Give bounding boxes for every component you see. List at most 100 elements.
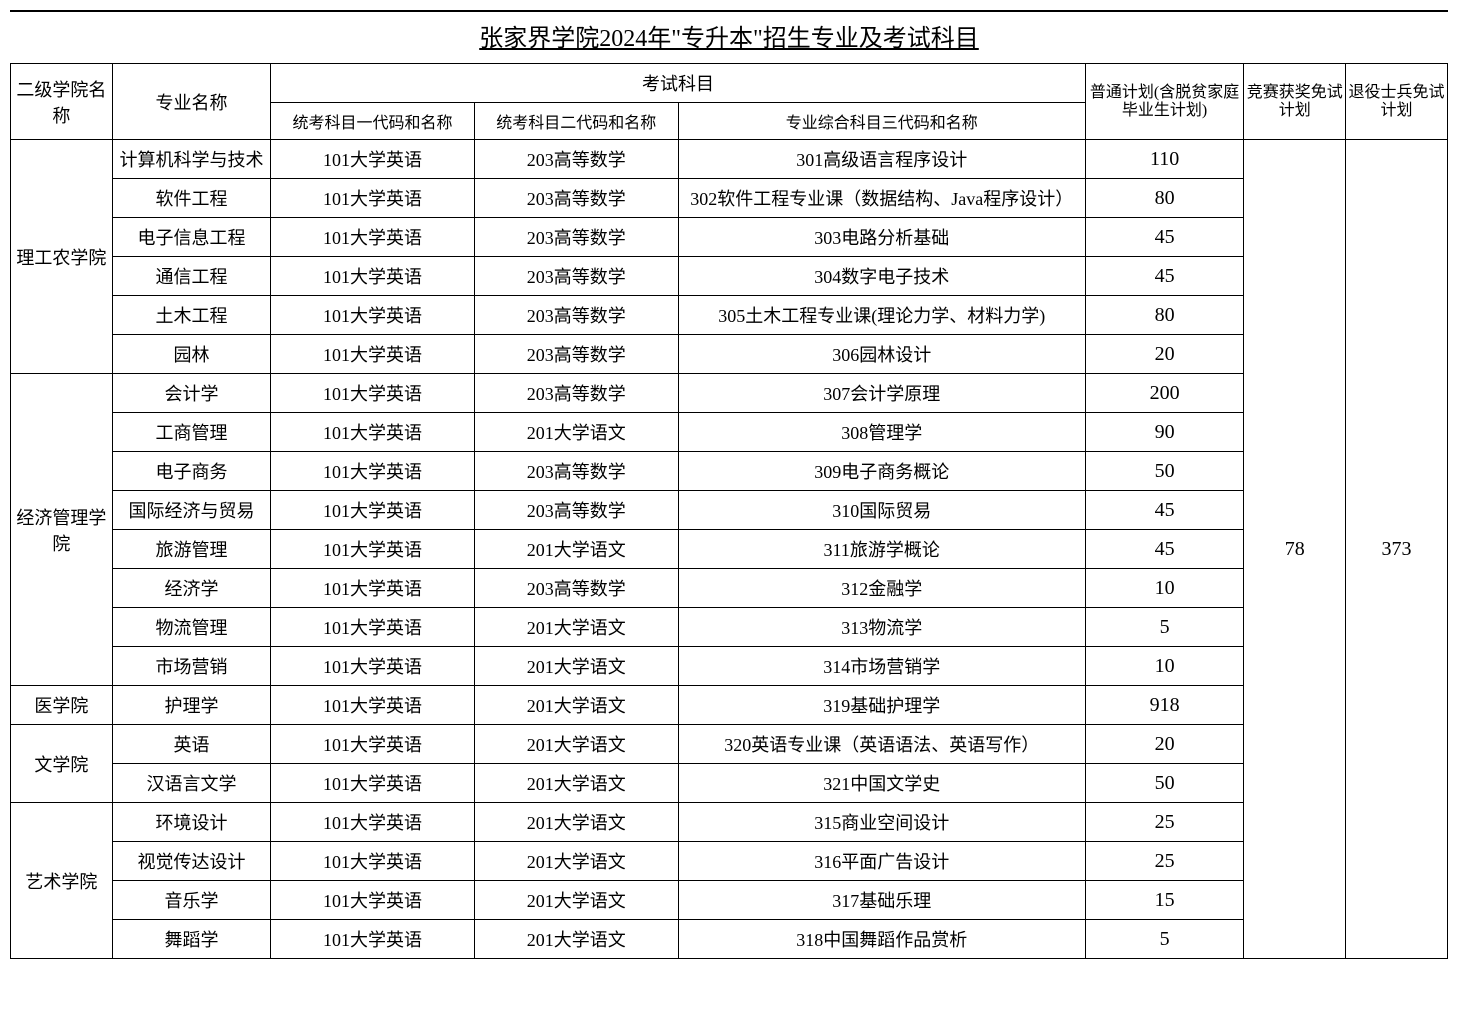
- cell-plan: 10: [1085, 647, 1243, 686]
- cell-plan: 20: [1085, 335, 1243, 374]
- cell-subject1: 101大学英语: [271, 647, 475, 686]
- table-row: 园林101大学英语203高等数学306园林设计20: [11, 335, 1448, 374]
- cell-veteran-total: 373: [1346, 140, 1448, 959]
- cell-subject3: 306园林设计: [678, 335, 1085, 374]
- cell-college: 理工农学院: [11, 140, 113, 374]
- cell-subject2: 201大学语文: [474, 608, 678, 647]
- cell-subject3: 314市场营销学: [678, 647, 1085, 686]
- table-row: 通信工程101大学英语203高等数学304数字电子技术45: [11, 257, 1448, 296]
- table-row: 经济学101大学英语203高等数学312金融学10: [11, 569, 1448, 608]
- cell-major: 汉语言文学: [112, 764, 270, 803]
- cell-major: 环境设计: [112, 803, 270, 842]
- cell-subject3: 307会计学原理: [678, 374, 1085, 413]
- cell-subject1: 101大学英语: [271, 569, 475, 608]
- cell-subject2: 203高等数学: [474, 491, 678, 530]
- cell-plan: 5: [1085, 608, 1243, 647]
- table-row: 文学院英语101大学英语201大学语文320英语专业课（英语语法、英语写作）20: [11, 725, 1448, 764]
- cell-plan: 918: [1085, 686, 1243, 725]
- cell-subject2: 201大学语文: [474, 686, 678, 725]
- cell-subject2: 203高等数学: [474, 296, 678, 335]
- cell-major: 旅游管理: [112, 530, 270, 569]
- cell-subject3: 316平面广告设计: [678, 842, 1085, 881]
- cell-major: 会计学: [112, 374, 270, 413]
- cell-subject3: 304数字电子技术: [678, 257, 1085, 296]
- cell-plan: 45: [1085, 491, 1243, 530]
- table-row: 国际经济与贸易101大学英语203高等数学310国际贸易45: [11, 491, 1448, 530]
- cell-subject1: 101大学英语: [271, 725, 475, 764]
- cell-plan: 25: [1085, 842, 1243, 881]
- table-row: 汉语言文学101大学英语201大学语文321中国文学史50: [11, 764, 1448, 803]
- cell-major: 土木工程: [112, 296, 270, 335]
- cell-subject3: 318中国舞蹈作品赏析: [678, 920, 1085, 959]
- cell-subject1: 101大学英语: [271, 374, 475, 413]
- table-body: 理工农学院计算机科学与技术101大学英语203高等数学301高级语言程序设计11…: [11, 140, 1448, 959]
- cell-subject2: 203高等数学: [474, 140, 678, 179]
- cell-subject2: 203高等数学: [474, 335, 678, 374]
- table-row: 工商管理101大学英语201大学语文308管理学90: [11, 413, 1448, 452]
- cell-subject3: 317基础乐理: [678, 881, 1085, 920]
- cell-subject3: 302软件工程专业课（数据结构、Java程序设计）: [678, 179, 1085, 218]
- cell-subject3: 321中国文学史: [678, 764, 1085, 803]
- table-row: 电子信息工程101大学英语203高等数学303电路分析基础45: [11, 218, 1448, 257]
- cell-subject3: 310国际贸易: [678, 491, 1085, 530]
- cell-plan: 110: [1085, 140, 1243, 179]
- page-title: 张家界学院2024年"专升本"招生专业及考试科目: [10, 10, 1448, 63]
- cell-college: 医学院: [11, 686, 113, 725]
- cell-subject1: 101大学英语: [271, 881, 475, 920]
- cell-subject1: 101大学英语: [271, 335, 475, 374]
- table-row: 电子商务101大学英语203高等数学309电子商务概论50: [11, 452, 1448, 491]
- hdr-major: 专业名称: [112, 64, 270, 140]
- table-row: 理工农学院计算机科学与技术101大学英语203高等数学301高级语言程序设计11…: [11, 140, 1448, 179]
- cell-major: 经济学: [112, 569, 270, 608]
- cell-subject1: 101大学英语: [271, 608, 475, 647]
- table-header: 二级学院名称 专业名称 考试科目 普通计划(含脱贫家庭毕业生计划) 竞赛获奖免试…: [11, 64, 1448, 140]
- cell-subject3: 315商业空间设计: [678, 803, 1085, 842]
- cell-subject2: 201大学语文: [474, 842, 678, 881]
- cell-plan: 45: [1085, 530, 1243, 569]
- cell-subject2: 201大学语文: [474, 920, 678, 959]
- cell-major: 电子信息工程: [112, 218, 270, 257]
- cell-subject3: 308管理学: [678, 413, 1085, 452]
- cell-subject2: 201大学语文: [474, 803, 678, 842]
- page-container: 张家界学院2024年"专升本"招生专业及考试科目 二级学院名称 专业名称 考试科…: [10, 10, 1448, 959]
- cell-plan: 90: [1085, 413, 1243, 452]
- cell-subject1: 101大学英语: [271, 920, 475, 959]
- cell-subject1: 101大学英语: [271, 491, 475, 530]
- cell-plan: 20: [1085, 725, 1243, 764]
- cell-major: 工商管理: [112, 413, 270, 452]
- cell-plan: 80: [1085, 296, 1243, 335]
- cell-subject2: 201大学语文: [474, 881, 678, 920]
- admissions-table: 二级学院名称 专业名称 考试科目 普通计划(含脱贫家庭毕业生计划) 竞赛获奖免试…: [10, 63, 1448, 959]
- cell-college: 文学院: [11, 725, 113, 803]
- cell-subject3: 309电子商务概论: [678, 452, 1085, 491]
- hdr-sub2: 统考科目二代码和名称: [474, 103, 678, 140]
- table-row: 音乐学101大学英语201大学语文317基础乐理15: [11, 881, 1448, 920]
- table-row: 医学院护理学101大学英语201大学语文319基础护理学918: [11, 686, 1448, 725]
- cell-major: 护理学: [112, 686, 270, 725]
- cell-major: 计算机科学与技术: [112, 140, 270, 179]
- hdr-sub3: 专业综合科目三代码和名称: [678, 103, 1085, 140]
- cell-plan: 10: [1085, 569, 1243, 608]
- cell-subject2: 203高等数学: [474, 257, 678, 296]
- hdr-sub1: 统考科目一代码和名称: [271, 103, 475, 140]
- hdr-college: 二级学院名称: [11, 64, 113, 140]
- cell-plan: 200: [1085, 374, 1243, 413]
- hdr-subjects: 考试科目: [271, 64, 1086, 103]
- cell-subject2: 203高等数学: [474, 218, 678, 257]
- cell-subject3: 303电路分析基础: [678, 218, 1085, 257]
- hdr-award: 竞赛获奖免试计划: [1244, 64, 1346, 140]
- cell-plan: 45: [1085, 257, 1243, 296]
- cell-subject2: 201大学语文: [474, 647, 678, 686]
- cell-subject1: 101大学英语: [271, 764, 475, 803]
- table-row: 软件工程101大学英语203高等数学302软件工程专业课（数据结构、Java程序…: [11, 179, 1448, 218]
- cell-major: 软件工程: [112, 179, 270, 218]
- cell-award-total: 78: [1244, 140, 1346, 959]
- hdr-veteran: 退役士兵免试计划: [1346, 64, 1448, 140]
- cell-plan: 50: [1085, 764, 1243, 803]
- cell-subject2: 201大学语文: [474, 413, 678, 452]
- cell-major: 英语: [112, 725, 270, 764]
- cell-subject2: 201大学语文: [474, 725, 678, 764]
- cell-plan: 80: [1085, 179, 1243, 218]
- cell-subject1: 101大学英语: [271, 296, 475, 335]
- cell-subject2: 203高等数学: [474, 452, 678, 491]
